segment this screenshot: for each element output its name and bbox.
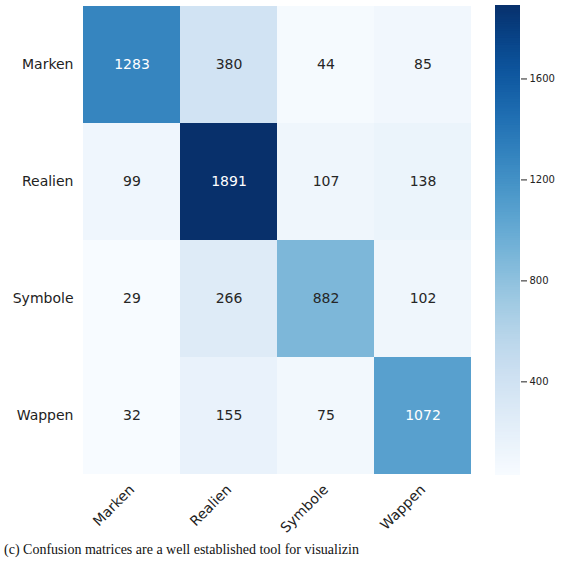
svg-text:44: 44 [317, 56, 335, 72]
svg-text:32: 32 [123, 407, 141, 423]
svg-text:29: 29 [123, 290, 141, 306]
svg-text:800: 800 [530, 275, 549, 286]
svg-text:155: 155 [216, 407, 243, 423]
svg-text:138: 138 [410, 173, 437, 189]
svg-text:75: 75 [317, 407, 335, 423]
svg-text:1600: 1600 [530, 73, 555, 84]
svg-text:1200: 1200 [530, 174, 555, 185]
svg-text:380: 380 [216, 56, 243, 72]
svg-text:1891: 1891 [211, 173, 247, 189]
html-text:(c) Confusion matrices are a w: (c) Confusion matrices are a well establ… [4, 542, 359, 557]
svg-text:Marken: Marken [22, 56, 74, 72]
svg-text:85: 85 [414, 56, 432, 72]
svg-text:Realien: Realien [22, 173, 74, 189]
svg-text:Wappen: Wappen [17, 407, 74, 423]
svg-text:1072: 1072 [405, 407, 441, 423]
svg-text:107: 107 [313, 173, 340, 189]
svg-text:Marken: Marken [90, 481, 138, 529]
svg-text:99: 99 [123, 173, 141, 189]
svg-text:102: 102 [410, 290, 437, 306]
svg-text:Realien: Realien [187, 481, 235, 529]
svg-text:Wappen: Wappen [377, 481, 428, 532]
svg-text:1283: 1283 [114, 56, 150, 72]
svg-text:Symbole: Symbole [277, 481, 331, 535]
svg-text:400: 400 [530, 376, 549, 387]
svg-text:Symbole: Symbole [13, 290, 74, 306]
svg-text:266: 266 [216, 290, 243, 306]
svg-text:882: 882 [313, 290, 340, 306]
